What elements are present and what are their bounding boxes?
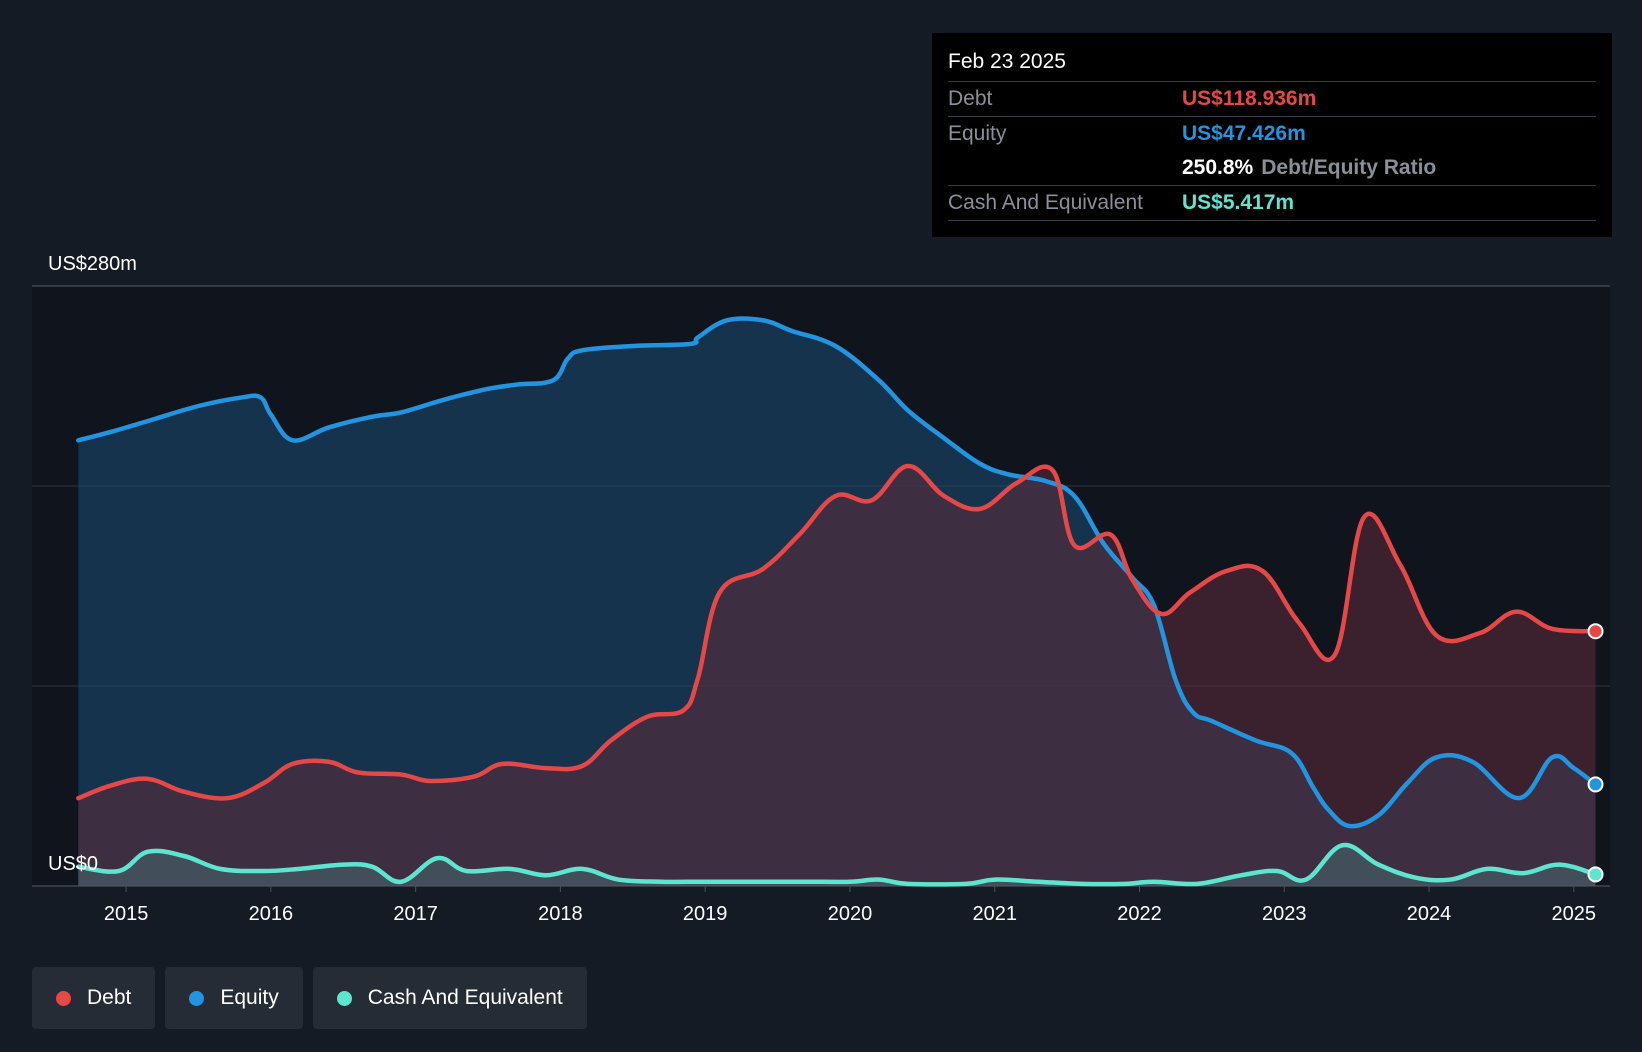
cash-and-equivalent-line (76, 842, 1598, 887)
cash-dot-icon (336, 990, 352, 1006)
legend-item-cash[interactable]: Cash And Equivalent (312, 967, 587, 1029)
x-tick-label: 2020 (828, 903, 873, 925)
tooltip-debt-label: Debt (948, 87, 993, 110)
x-tick-label: 2022 (1117, 903, 1162, 925)
legend-label-cash: Cash And Equivalent (367, 986, 563, 1009)
tooltip-ratio-spacer (948, 151, 1182, 185)
tooltip-cash-row: Cash And Equivalent US$5.417m (948, 186, 1596, 221)
legend-item-equity[interactable]: Equity (165, 967, 303, 1029)
series-lines (76, 316, 1598, 887)
equity-dot-icon (189, 990, 205, 1006)
x-axis-ticks: 2015 2016 2017 2018 2019 2020 2021 2022 2023 2024… (104, 886, 1596, 925)
debt-endpoint[interactable] (1587, 623, 1604, 640)
tooltip-ratio-label: Debt/Equity Ratio (1261, 156, 1437, 179)
debt-dot-icon (56, 990, 71, 1006)
x-tick-label: 2021 (972, 903, 1017, 925)
tooltip-debt-row: Debt US$118.936m (948, 82, 1596, 117)
x-tick-label: 2015 (104, 903, 149, 925)
tooltip-debt-value: US$118.936m (1182, 87, 1317, 110)
y-axis-bottom-label: US$0 (48, 853, 98, 875)
legend-item-debt[interactable]: Debt (32, 967, 156, 1029)
tooltip-panel: Feb 23 2025 Debt US$118.936m Equity US$4… (932, 33, 1612, 237)
tooltip-equity-label: Equity (948, 122, 1007, 145)
legend-label-debt: Debt (87, 986, 132, 1009)
equity-endpoint[interactable] (1587, 776, 1604, 793)
tooltip-equity-value: US$47.426m (1182, 122, 1306, 145)
legend: Debt Equity Cash And Equivalent (32, 967, 587, 1029)
x-tick-label: 2018 (538, 903, 583, 925)
y-axis-top-label: US$280m (48, 253, 137, 275)
cash-and-equivalent-area (78, 844, 1596, 886)
x-tick-label: 2016 (249, 903, 294, 925)
tooltip-equity-row: Equity US$47.426m (948, 117, 1596, 151)
x-tick-label: 2017 (393, 903, 438, 925)
tooltip-date: Feb 23 2025 (948, 47, 1596, 82)
legend-label-equity: Equity (220, 986, 279, 1009)
equity-line (76, 316, 1598, 829)
tooltip-cash-label: Cash And Equivalent (948, 191, 1143, 214)
x-tick-label: 2025 (1552, 903, 1597, 925)
tooltip-cash-value: US$5.417m (1182, 191, 1295, 214)
debt-line (76, 463, 1598, 801)
series-endpoints (1587, 623, 1604, 883)
tooltip-ratio-value: 250.8% (1182, 156, 1254, 179)
x-tick-label: 2019 (683, 903, 728, 925)
cash-and-equivalent-endpoint[interactable] (1587, 866, 1604, 883)
tooltip-ratio-row: 250.8% Debt/Equity Ratio (948, 151, 1596, 186)
x-tick-label: 2023 (1262, 903, 1307, 925)
x-tick-label: 2024 (1407, 903, 1452, 925)
